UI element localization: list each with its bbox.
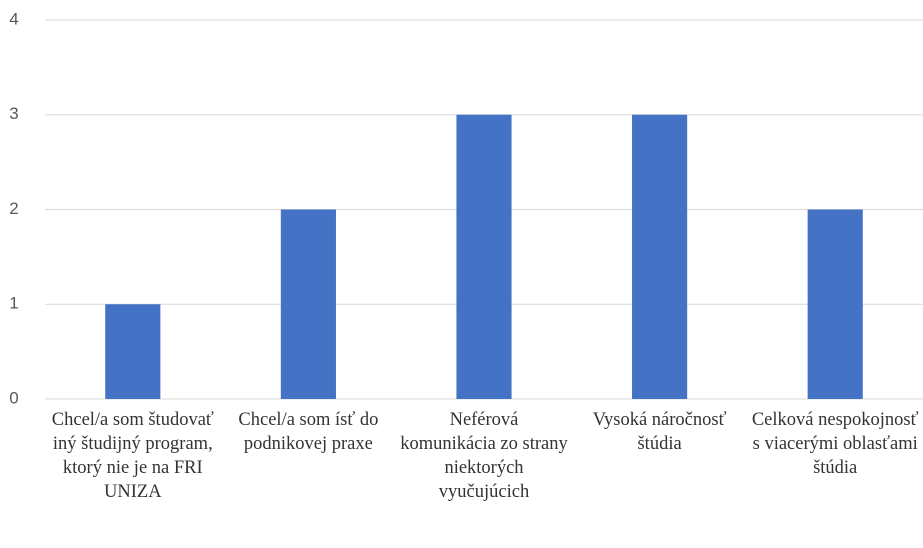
bar (456, 114, 512, 399)
y-tick-label: 2 (9, 199, 18, 218)
x-tick-label: Neférová komunikácia zo strany niektorýc… (400, 410, 568, 502)
y-tick-label: 4 (9, 9, 18, 28)
y-tick-label: 0 (9, 388, 18, 407)
y-tick-label: 1 (9, 294, 18, 313)
bar (105, 304, 161, 399)
x-tick-label: Celková nespokojnosť s viacerými oblasťa… (751, 410, 919, 478)
x-tick-label: Chcel/a som študovať iný študijný progra… (51, 410, 214, 502)
bar (807, 209, 863, 399)
bar (280, 209, 336, 399)
x-tick-label: Chcel/a som ísť do podnikovej praxe (238, 410, 379, 454)
bar (632, 114, 688, 399)
y-tick-label: 3 (9, 104, 18, 123)
x-tick-label: Vysoká náročnosť štúdia (592, 410, 727, 454)
